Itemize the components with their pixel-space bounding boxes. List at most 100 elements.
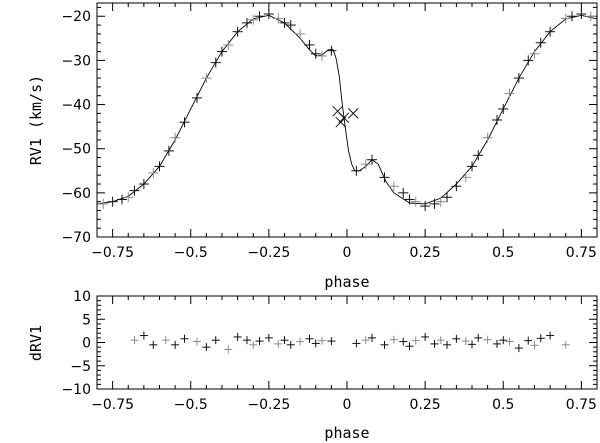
residual-data-point: [436, 336, 445, 345]
rv-data-point: [467, 161, 477, 172]
residual-y-axis-title: dRV1: [27, 325, 45, 361]
rv-data-point: [398, 187, 409, 198]
rv-data-point: [170, 132, 181, 143]
rv-data-point: [442, 192, 452, 203]
rv-data-point: [223, 39, 234, 50]
residual-panel: −0.75 −0.5 −0.25 0 0.25 0.5 0.75 −10 −5 0 5 10 pha…: [27, 289, 598, 442]
residual-data-point: [193, 337, 201, 346]
rv-data-point: [154, 161, 165, 172]
rv-data-point: [523, 55, 534, 66]
rv-y-tick-label: −40: [61, 98, 91, 114]
rv-x-tick-label: 0.25: [410, 245, 441, 261]
residual-data-point: [483, 335, 492, 344]
residual-data-point: [405, 342, 414, 351]
rv-x-tick-label: 0.75: [566, 245, 597, 261]
residual-data-point: [493, 339, 501, 348]
rv-x-tick-label: −0.25: [247, 245, 290, 261]
rv-y-tick-label: −30: [61, 53, 91, 69]
rv-data-point: [379, 172, 390, 183]
residual-data-point: [380, 340, 389, 349]
residual-data-point: [505, 337, 514, 346]
residual-data-point: [180, 334, 189, 343]
residual-data-point: [474, 333, 483, 342]
residual-x-tick-label: −0.75: [91, 397, 134, 413]
residual-data-point: [411, 336, 420, 345]
rv-data-point: [576, 9, 587, 20]
rv-data-point: [273, 13, 284, 24]
rv-data-point: [492, 115, 502, 125]
rv-data-point: [117, 194, 127, 205]
rv-data-point: [545, 26, 556, 37]
residual-data-point: [468, 340, 476, 349]
rv-y-tick-labels: −70 −60 −50 −40 −30 −20: [61, 9, 91, 246]
residual-data-point: [305, 334, 314, 343]
residual-y-tick-label: −5: [70, 359, 91, 375]
residual-data-point: [286, 340, 295, 349]
rv-y-tick-label: −60: [61, 186, 91, 202]
residual-x-tick-label: 0.25: [410, 397, 441, 413]
rv-data-point: [279, 17, 290, 28]
rv-data-point: [435, 196, 446, 207]
rv-data-point: [179, 117, 190, 128]
rv-data-point: [567, 11, 577, 22]
residual-data-point: [524, 336, 533, 345]
rv-data-point: [304, 39, 315, 50]
residual-plot-frame: [96, 295, 598, 390]
residual-data-point: [224, 345, 233, 354]
residual-data-point: [211, 336, 220, 345]
residual-data-point: [233, 332, 242, 341]
rv-x-tick-label: −0.5: [174, 245, 208, 261]
rv-plot-frame: [96, 2, 598, 238]
rv-data-point: [460, 172, 471, 183]
rv-data-point: [98, 198, 109, 209]
rv-data-point: [217, 46, 227, 57]
rv-data-point: [498, 103, 509, 114]
rv-data-point: [192, 92, 202, 103]
residual-data-point: [530, 341, 539, 350]
rv-data-point: [513, 73, 524, 84]
residual-x-tick-labels: −0.75 −0.5 −0.25 0 0.25 0.5 0.75: [91, 397, 597, 413]
residual-x-tick-label: 0.5: [492, 397, 514, 413]
residual-data-point: [430, 339, 439, 348]
residual-data-point: [389, 335, 398, 344]
residual-data-point: [202, 343, 211, 352]
model-curve: [96, 14, 598, 205]
residual-data-point: [352, 339, 361, 348]
rv-data-point: [317, 50, 327, 61]
rv-data-point: [107, 196, 118, 207]
rv-x-tick-label: 0: [343, 245, 352, 261]
residual-data-point: [561, 340, 570, 349]
rv-data-point: [138, 179, 149, 190]
rv-data-point: [232, 26, 243, 37]
rv-data-point: [410, 196, 421, 207]
rv-data-point: [473, 150, 484, 161]
eclipse-data-point: [338, 112, 350, 124]
rv-data-point: [310, 48, 321, 59]
rv-data-point: [285, 20, 296, 31]
residual-data-point: [249, 340, 258, 349]
residual-data-point: [171, 340, 180, 349]
rv-data-point: [529, 48, 540, 59]
eclipse-data-point: [347, 108, 359, 119]
residual-data-point: [243, 336, 251, 345]
rv-data-point: [420, 201, 431, 212]
rv-x-tick-label: −0.75: [91, 245, 134, 261]
rv-x-axis-title: phase: [324, 273, 369, 291]
rv-data-point: [129, 185, 140, 196]
residual-data-point: [274, 339, 283, 348]
rv-data-point: [560, 13, 571, 24]
rv-x-tick-label: 0.5: [492, 245, 514, 261]
residual-data-point: [514, 344, 523, 353]
rv-data-point: [404, 194, 415, 205]
eclipse-data-point: [335, 116, 347, 128]
residual-data-point: [139, 331, 148, 340]
rv-y-tick-label: −70: [61, 230, 91, 246]
residual-y-ticks: [97, 295, 597, 390]
rv-data-point: [367, 154, 377, 165]
residual-data-point: [130, 336, 139, 345]
residual-data-point: [327, 337, 336, 346]
rv-data-point: [123, 192, 134, 203]
residual-data-point: [149, 340, 158, 349]
residual-x-tick-label: −0.25: [247, 397, 290, 413]
